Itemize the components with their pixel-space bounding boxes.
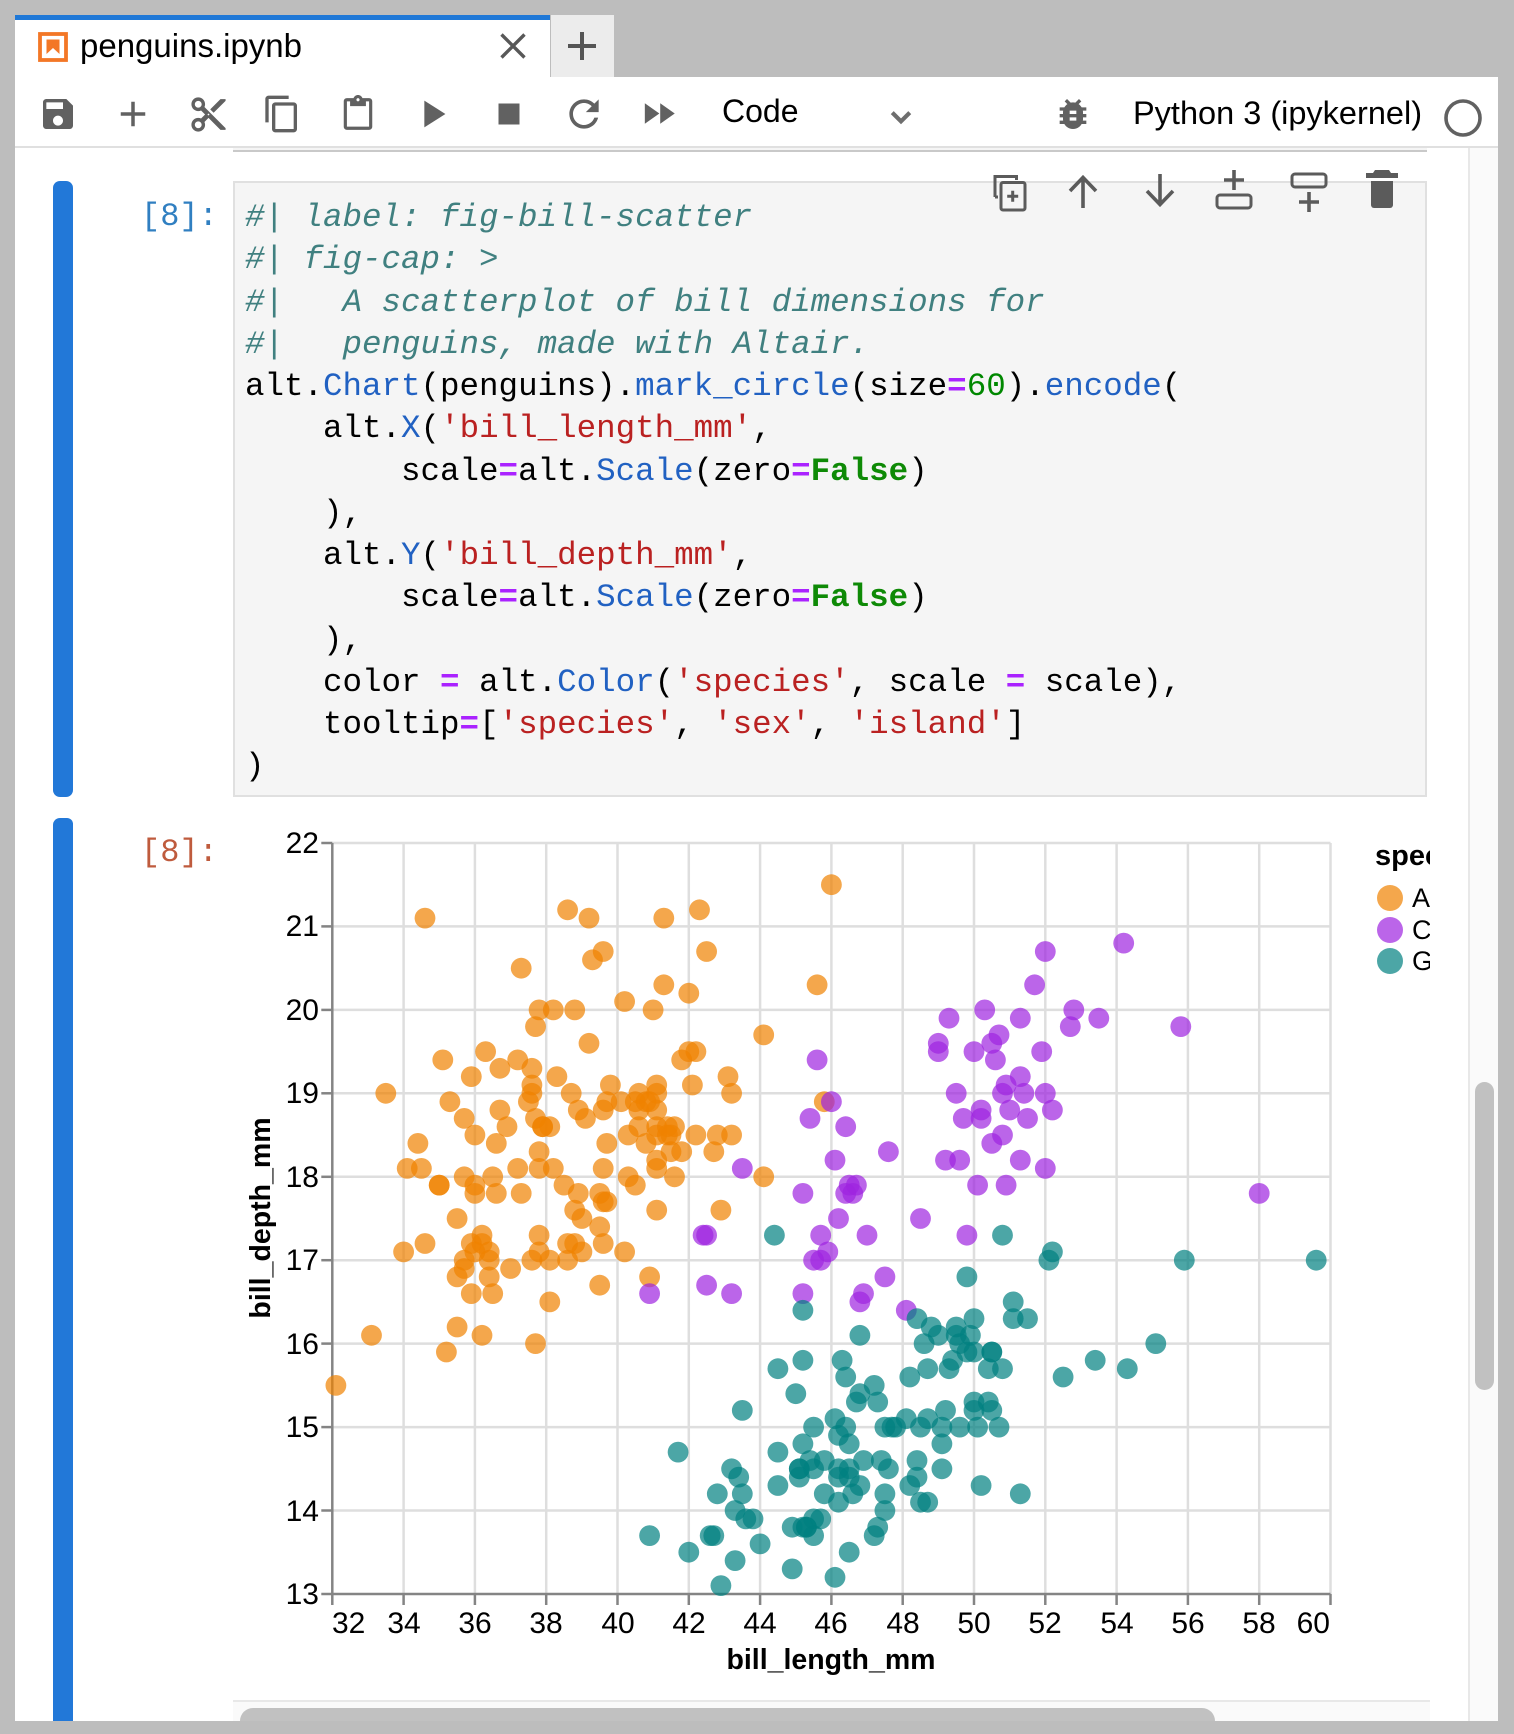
- svg-text:17: 17: [286, 1244, 319, 1277]
- svg-text:58: 58: [1242, 1607, 1275, 1640]
- svg-text:Gentoo: Gentoo: [1412, 946, 1430, 976]
- svg-text:40: 40: [601, 1607, 634, 1640]
- svg-text:21: 21: [286, 910, 319, 943]
- svg-text:36: 36: [458, 1607, 491, 1640]
- svg-text:60: 60: [1297, 1607, 1330, 1640]
- svg-text:18: 18: [286, 1161, 319, 1194]
- svg-text:50: 50: [957, 1607, 990, 1640]
- svg-text:48: 48: [886, 1607, 919, 1640]
- svg-text:32: 32: [332, 1607, 365, 1640]
- svg-text:bill_depth_mm: bill_depth_mm: [245, 1117, 277, 1318]
- svg-text:15: 15: [286, 1411, 319, 1444]
- svg-text:34: 34: [387, 1607, 420, 1640]
- svg-text:42: 42: [672, 1607, 705, 1640]
- svg-text:52: 52: [1028, 1607, 1061, 1640]
- svg-text:13: 13: [286, 1578, 319, 1611]
- svg-text:Adelie: Adelie: [1412, 883, 1430, 913]
- svg-text:14: 14: [286, 1495, 319, 1528]
- svg-text:46: 46: [814, 1607, 847, 1640]
- svg-text:44: 44: [743, 1607, 776, 1640]
- svg-text:19: 19: [286, 1077, 319, 1110]
- svg-text:20: 20: [286, 994, 319, 1027]
- svg-text:Chinstrap: Chinstrap: [1412, 915, 1430, 945]
- svg-text:16: 16: [286, 1328, 319, 1361]
- svg-text:38: 38: [529, 1607, 562, 1640]
- svg-text:56: 56: [1171, 1607, 1204, 1640]
- svg-text:species: species: [1375, 840, 1430, 872]
- svg-text:22: 22: [286, 830, 319, 860]
- svg-text:54: 54: [1100, 1607, 1133, 1640]
- svg-text:bill_length_mm: bill_length_mm: [726, 1644, 935, 1676]
